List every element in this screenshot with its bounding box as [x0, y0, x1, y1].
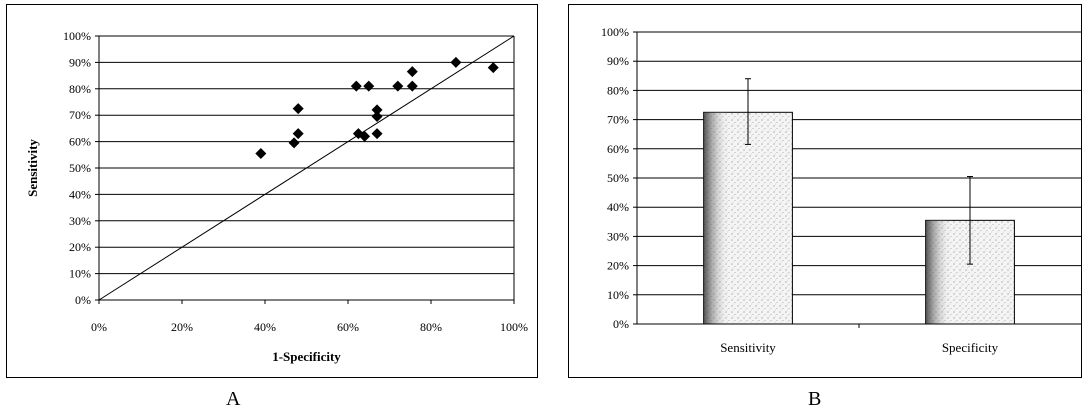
y-tick-label: 90% — [69, 55, 91, 69]
data-point — [359, 130, 371, 142]
data-point — [288, 137, 300, 149]
x-tick-label: 60% — [337, 320, 359, 334]
data-point — [487, 62, 499, 74]
y-tick-label: 50% — [607, 171, 629, 185]
x-axis-title: 1-Specificity — [272, 349, 341, 364]
data-point — [406, 66, 418, 78]
x-tick-label: 40% — [254, 320, 276, 334]
data-point — [371, 104, 383, 116]
y-tick-label: 100% — [63, 29, 91, 43]
y-tick-label: 20% — [607, 259, 629, 273]
panel-label-b: B — [808, 388, 822, 410]
y-axis-title: Sensitivity — [25, 139, 40, 197]
panel-label-a: A — [226, 388, 241, 410]
category-label: Specificity — [942, 340, 999, 355]
data-point — [450, 56, 462, 68]
x-tick-label: 0% — [91, 320, 107, 334]
y-tick-label: 60% — [69, 135, 91, 149]
y-tick-label: 80% — [607, 83, 629, 97]
data-point — [392, 80, 404, 92]
reference-line — [98, 35, 515, 301]
data-point — [371, 111, 383, 123]
y-tick-label: 100% — [601, 25, 629, 39]
scatter-plot-svg: 0% 10% 20% 30% 40% 50% 60% 70% 80% 90% 100% 0% 20% 40… — [25, 29, 528, 364]
data-point — [406, 80, 418, 92]
data-point — [363, 80, 375, 92]
y-tick-label: 20% — [69, 240, 91, 254]
y-tick-label: 10% — [69, 267, 91, 281]
x-tick-label: 80% — [420, 320, 442, 334]
x-tick-label: 20% — [171, 320, 193, 334]
y-tick-label: 80% — [69, 82, 91, 96]
bar-shading — [703, 112, 793, 324]
x-tick-label: 100% — [500, 320, 528, 334]
y-tick-label: 60% — [607, 142, 629, 156]
bar-chart-svg: 0% 10% 20% 30% 40% 50% 60% 70% 80% 90% 100% Sensiti… — [601, 25, 1081, 355]
y-tick-label: 30% — [607, 229, 629, 243]
data-point — [292, 128, 304, 140]
y-tick-label: 50% — [69, 161, 91, 175]
y-tick-label: 70% — [69, 108, 91, 122]
data-point — [292, 103, 304, 115]
y-tick-label: 90% — [607, 54, 629, 68]
y-tick-label: 40% — [69, 187, 91, 201]
data-point — [371, 128, 383, 140]
y-tick-label: 30% — [69, 214, 91, 228]
data-point — [255, 147, 267, 159]
y-tick-label: 40% — [607, 200, 629, 214]
y-tick-label: 70% — [607, 113, 629, 127]
data-point — [350, 80, 362, 92]
panel-b-chart: 0% 10% 20% 30% 40% 50% 60% 70% 80% 90% 100% Sensiti… — [568, 4, 1082, 378]
category-label: Sensitivity — [720, 340, 776, 355]
y-tick-label: 0% — [75, 293, 91, 307]
y-tick-label: 10% — [607, 288, 629, 302]
panel-a-chart: 0% 10% 20% 30% 40% 50% 60% 70% 80% 90% 100% 0% 20% 40… — [6, 4, 538, 378]
y-tick-label: 0% — [613, 317, 629, 331]
